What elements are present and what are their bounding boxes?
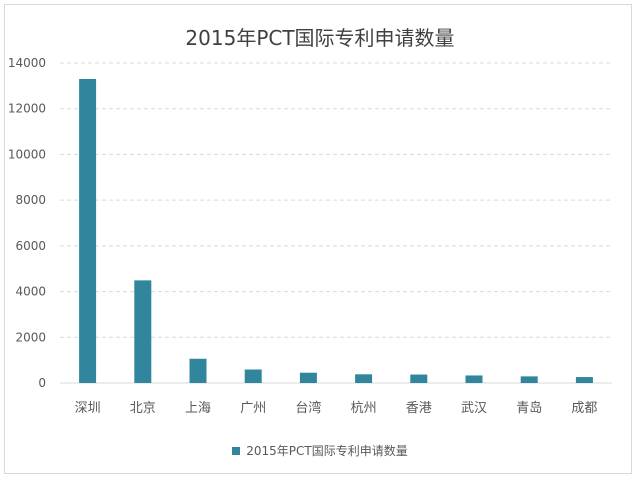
- bar-8: [520, 376, 538, 383]
- y-tick-label: 4000: [15, 285, 46, 299]
- y-tick-label: 12000: [8, 102, 46, 116]
- legend: 2015年PCT国际专利申请数量: [0, 442, 640, 459]
- y-tick-label: 2000: [15, 330, 46, 344]
- y-tick-label: 8000: [15, 193, 46, 207]
- bar-1: [134, 280, 152, 383]
- x-tick-label: 青岛: [516, 400, 542, 416]
- bar-6: [410, 374, 428, 383]
- x-tick-label: 深圳: [75, 401, 101, 416]
- bar-0: [79, 79, 97, 383]
- x-tick-label: 成都: [571, 401, 597, 416]
- y-tick-label: 6000: [15, 239, 46, 253]
- bar-2: [189, 358, 207, 383]
- x-tick-label: 台湾: [295, 400, 321, 416]
- legend-swatch: [232, 446, 241, 455]
- chart-frame: [4, 4, 632, 474]
- x-tick-label: 杭州: [351, 401, 377, 416]
- bar-9: [575, 377, 593, 383]
- x-tick-label: 香港: [406, 401, 432, 416]
- bar-4: [299, 372, 317, 383]
- bar-5: [355, 374, 373, 383]
- x-tick-label: 上海: [185, 401, 211, 416]
- x-tick-label: 北京: [130, 401, 156, 416]
- bar-7: [465, 375, 483, 383]
- legend-label: 2015年PCT国际专利申请数量: [246, 444, 408, 458]
- bar-3: [244, 369, 262, 383]
- chart-title: 2015年PCT国际专利申请数量: [185, 26, 455, 50]
- x-tick-label: 武汉: [461, 401, 487, 416]
- x-tick-label: 广州: [240, 401, 266, 416]
- y-tick-label: 0: [38, 376, 46, 390]
- y-tick-label: 10000: [8, 147, 46, 161]
- y-tick-label: 14000: [8, 56, 46, 70]
